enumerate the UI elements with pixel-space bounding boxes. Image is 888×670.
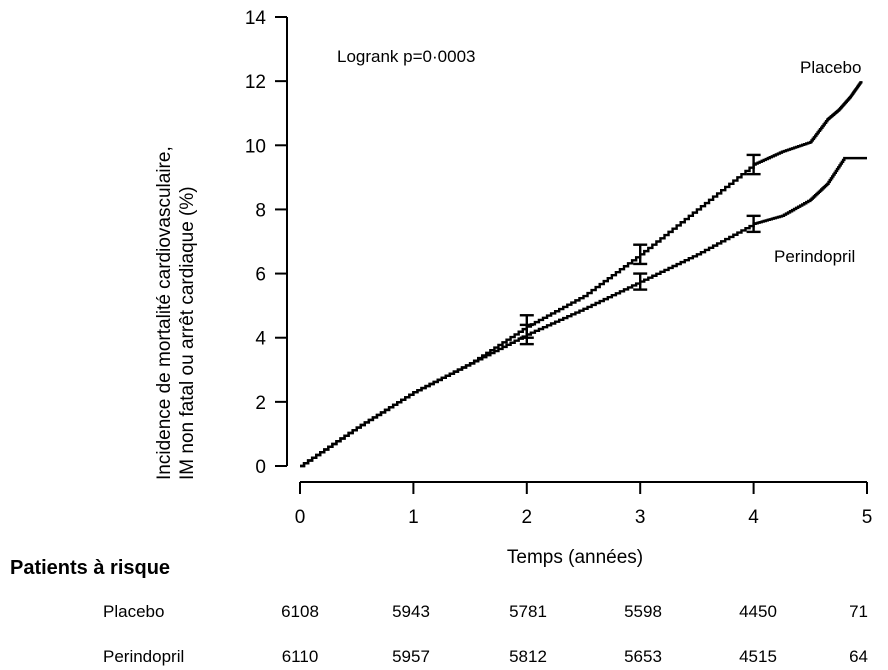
y-tick-label: 12 bbox=[245, 72, 266, 93]
series-line-placebo bbox=[300, 81, 863, 468]
x-tick-label: 2 bbox=[522, 507, 533, 528]
x-tick-label: 1 bbox=[408, 507, 419, 528]
x-ticks: 0 1 2 3 4 5 bbox=[295, 482, 873, 528]
series-line-perindopril bbox=[300, 156, 867, 468]
y-tick-label: 10 bbox=[245, 136, 266, 157]
risk-cell: 71 bbox=[849, 602, 868, 621]
y-tick-label: 2 bbox=[255, 393, 266, 414]
series-label-placebo: Placebo bbox=[800, 58, 861, 77]
x-axis-title: Temps (années) bbox=[507, 547, 643, 568]
y-tick-label: 14 bbox=[245, 8, 267, 29]
risk-cell: 5957 bbox=[392, 647, 430, 666]
risk-cell: 4450 bbox=[739, 602, 777, 621]
risk-cell: 5781 bbox=[509, 602, 547, 621]
x-tick-label: 0 bbox=[295, 507, 306, 528]
risk-row-label: Placebo bbox=[103, 602, 164, 621]
risk-row-label: Perindopril bbox=[103, 647, 184, 666]
risk-cell: 5598 bbox=[624, 602, 662, 621]
risk-cell: 4515 bbox=[739, 647, 777, 666]
y-axis-title-line-2: IM non fatal ou arrêt cardiaque (%) bbox=[177, 186, 198, 480]
logrank-annotation: Logrank p=0·0003 bbox=[337, 47, 475, 66]
series-layer bbox=[300, 81, 867, 468]
risk-table-rows: Placebo 6108 5943 5781 5598 4450 71 Perindopril… bbox=[103, 602, 868, 666]
y-tick-label: 8 bbox=[255, 200, 266, 221]
risk-cell: 6110 bbox=[282, 647, 319, 666]
y-axis-title-line-1: Incidence de mortalité cardiovasculaire, bbox=[154, 146, 175, 480]
y-tick-label: 0 bbox=[255, 457, 266, 478]
risk-cell: 6108 bbox=[281, 602, 319, 621]
y-tick-label: 6 bbox=[255, 265, 266, 286]
x-tick-label: 3 bbox=[635, 507, 646, 528]
risk-cell: 5943 bbox=[392, 602, 430, 621]
series-label-perindopril: Perindopril bbox=[774, 247, 855, 266]
risk-cell: 5653 bbox=[624, 647, 662, 666]
x-tick-label: 4 bbox=[748, 507, 759, 528]
risk-cell: 5812 bbox=[509, 647, 547, 666]
x-tick-label: 5 bbox=[862, 507, 873, 528]
y-ticks: 0 2 4 6 8 10 12 14 bbox=[245, 8, 287, 478]
y-tick-label: 4 bbox=[255, 329, 266, 350]
risk-cell: 64 bbox=[849, 647, 868, 666]
risk-table-title: Patients à risque bbox=[10, 557, 170, 579]
